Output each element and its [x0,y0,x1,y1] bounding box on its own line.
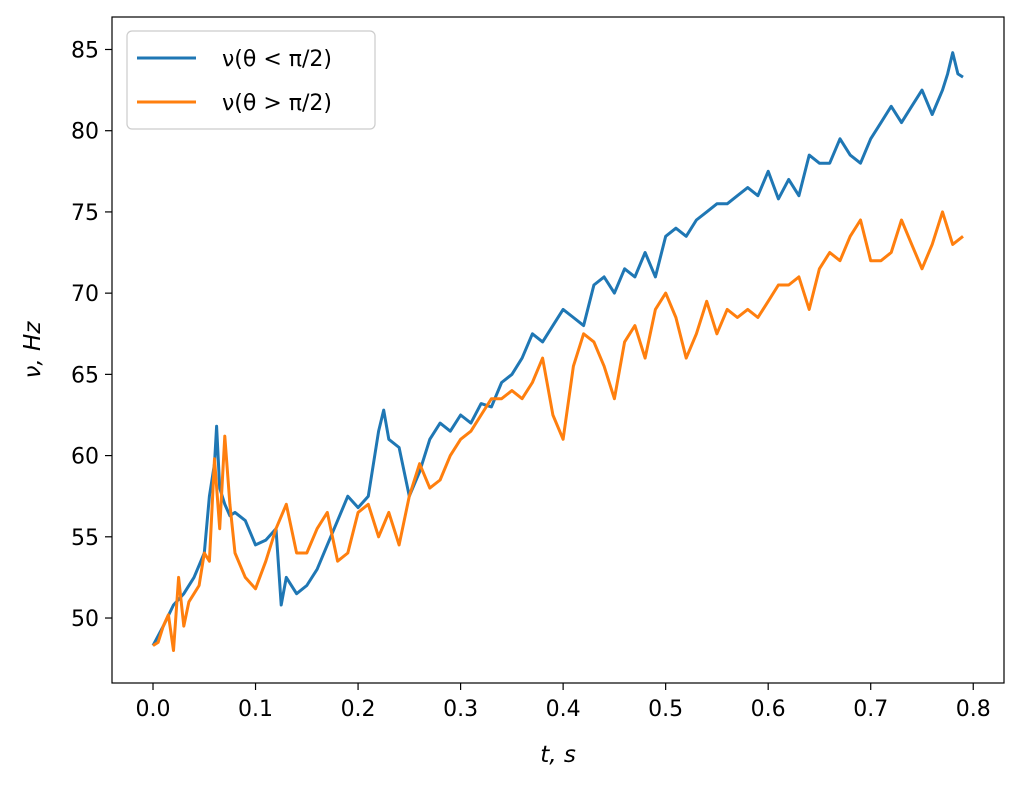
y-tick-label: 70 [71,282,99,307]
y-tick-label: 75 [71,201,99,226]
y-tick-label: 50 [71,607,99,632]
x-tick-label: 0.0 [136,697,171,722]
x-tick-label: 0.3 [443,697,478,722]
legend-box [126,30,376,130]
plot-area [151,51,964,652]
y-tick-label: 65 [71,363,99,388]
y-tick-label: 60 [71,445,99,470]
x-tick-label: 0.4 [546,697,581,722]
y-axis: 50 55 60 65 70 75 80 85 [71,38,112,632]
legend-label-series-1: ν(θ < π/2) [222,47,332,72]
x-tick-label: 0.6 [751,697,786,722]
y-tick-label: 55 [71,526,99,551]
legend-label-series-2: ν(θ > π/2) [222,91,332,116]
legend: ν(θ < π/2) ν(θ > π/2) [126,30,376,130]
series-line-2 [152,210,964,652]
axes-frame [111,16,1005,684]
x-axis: 0.0 0.1 0.2 0.3 0.4 0.5 0.6 0.7 0.8 [136,683,991,722]
series-line-1 [151,51,964,647]
y-axis-label: ν, Hz [20,321,46,379]
x-tick-label: 0.8 [956,697,991,722]
x-tick-label: 0.7 [853,697,888,722]
y-tick-label: 80 [71,120,99,145]
y-tick-label: 85 [71,38,99,63]
x-axis-label: t, s [540,742,576,768]
x-tick-label: 0.1 [238,697,273,722]
x-tick-label: 0.2 [341,697,376,722]
x-tick-label: 0.5 [648,697,683,722]
